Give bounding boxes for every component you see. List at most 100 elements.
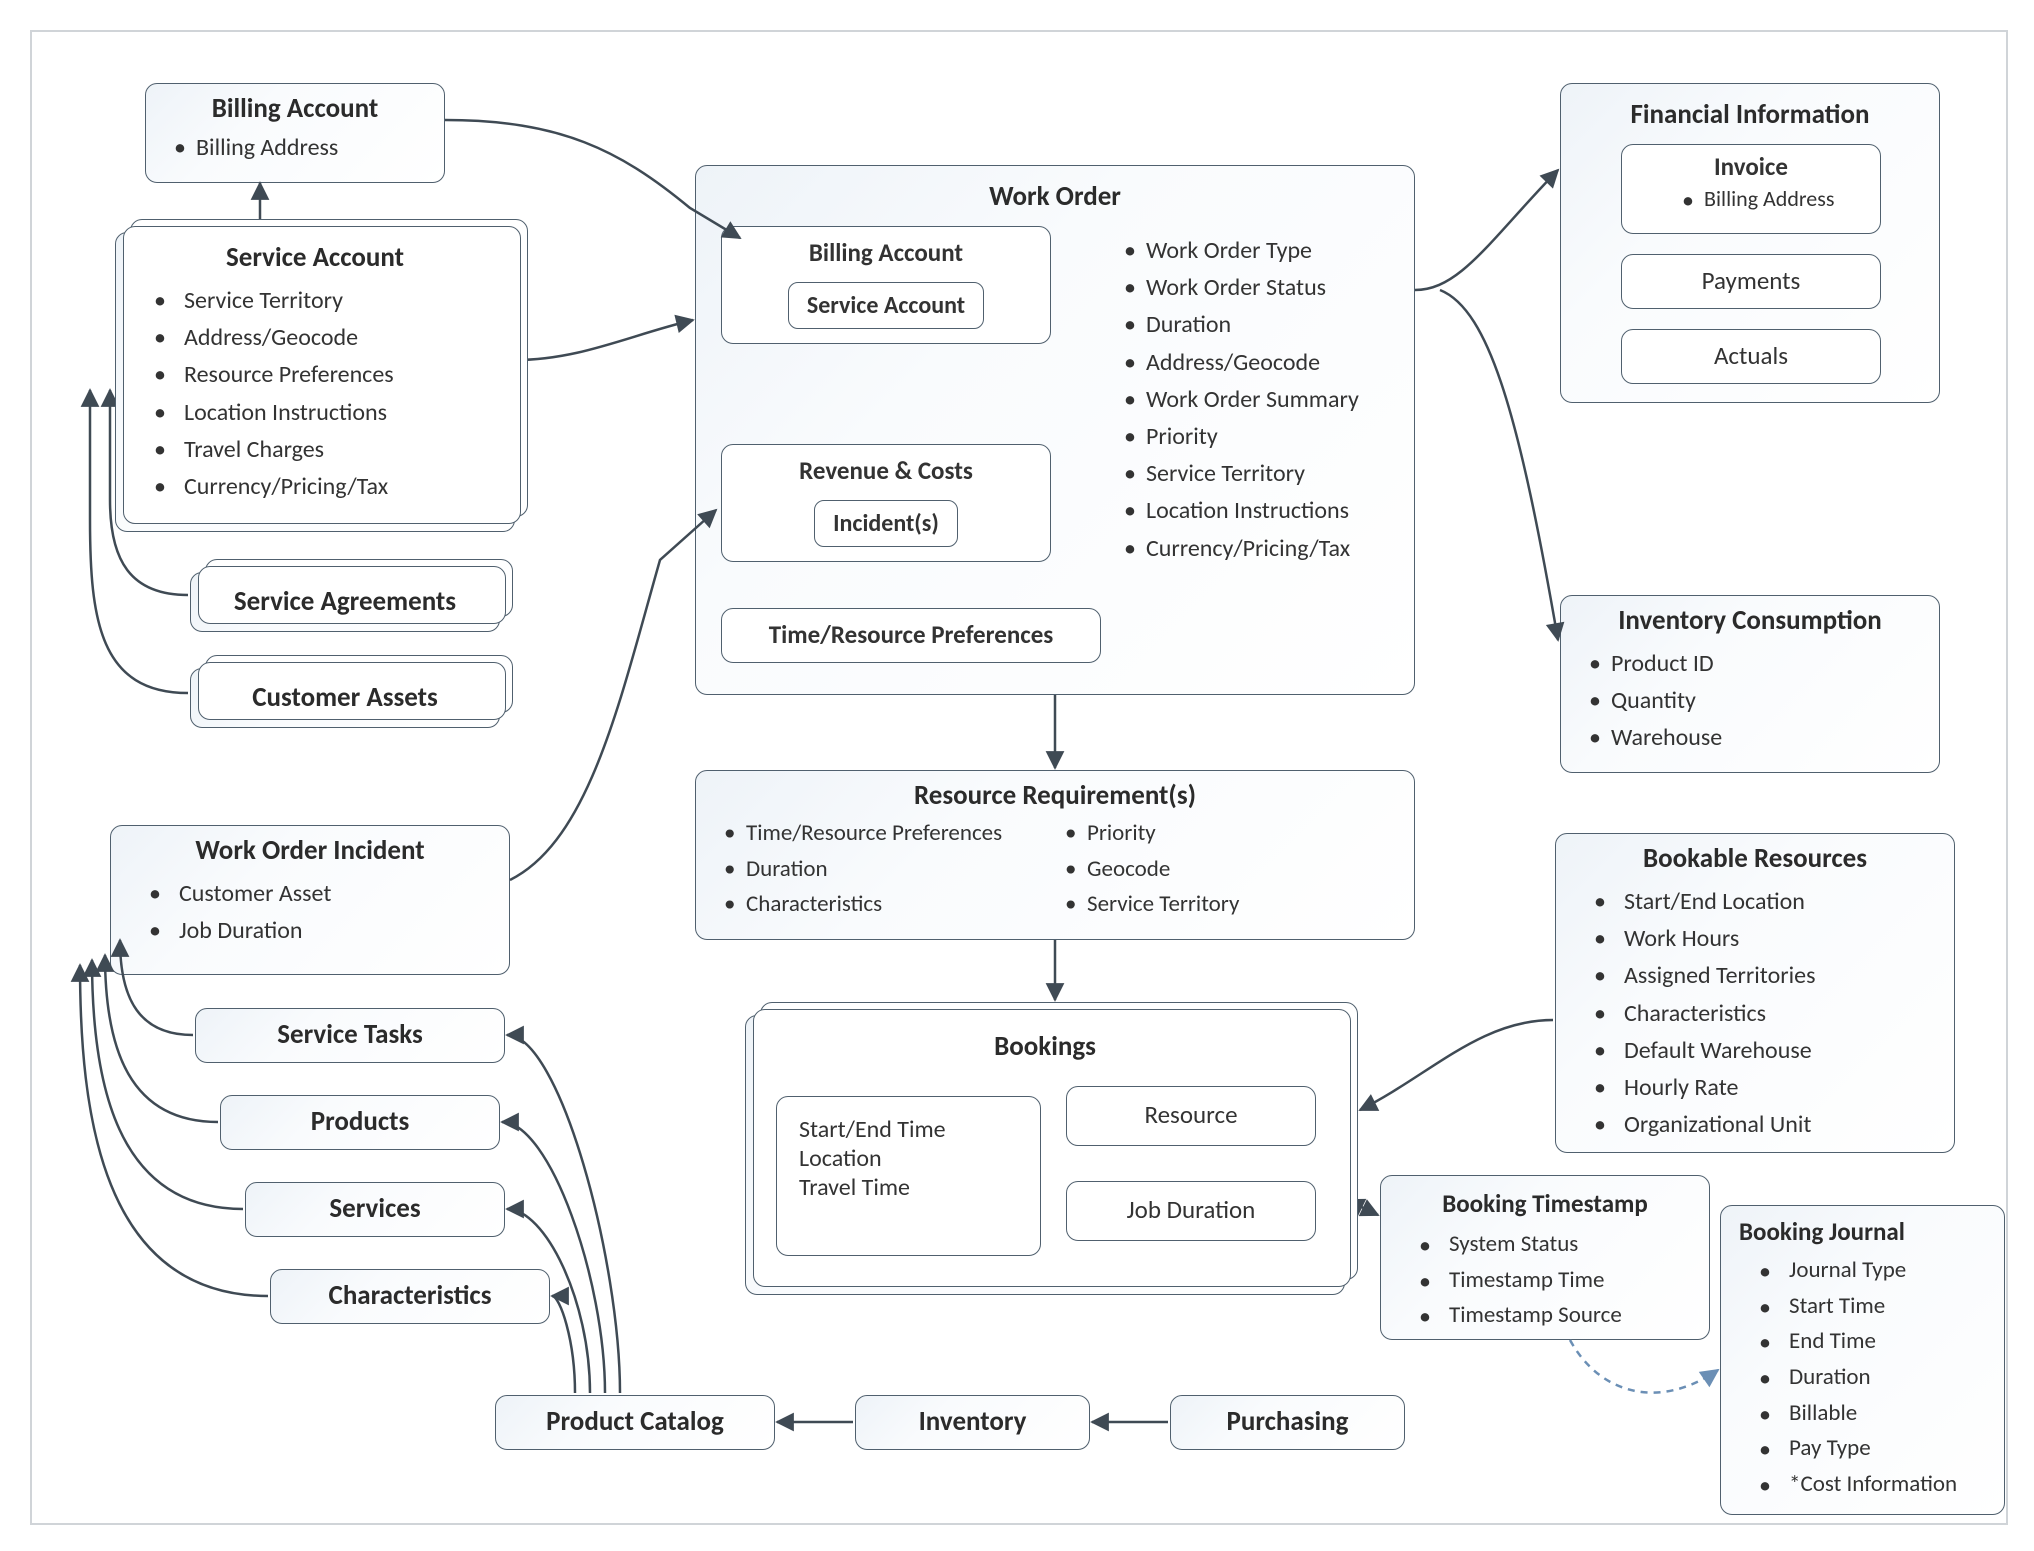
nested-incidents: Incident(s) — [814, 500, 958, 547]
sub-billing-account: Billing Account Service Account — [721, 226, 1051, 344]
title: Bookable Resources — [1556, 834, 1954, 879]
item: Assigned Territories — [1584, 957, 1936, 994]
item: Job Duration — [139, 912, 491, 949]
item: *Cost Information — [1749, 1467, 1986, 1503]
node-services: Services — [245, 1182, 505, 1237]
item: Characteristics — [1584, 995, 1936, 1032]
title: Invoice — [1622, 145, 1880, 182]
node-financial-info: Financial Information Invoice Billing Ad… — [1560, 83, 1940, 403]
items: Customer Asset Job Duration — [111, 875, 509, 949]
item: Characteristics — [724, 887, 1045, 923]
title: Booking Journal — [1721, 1206, 2004, 1249]
title: Purchasing — [1171, 1396, 1404, 1442]
node-work-order-incident: Work Order Incident Customer Asset Job D… — [110, 825, 510, 975]
item: Address/Geocode — [144, 319, 496, 356]
node-bookings: Bookings Start/End Time Location Travel … — [745, 1015, 1345, 1295]
columns: Time/Resource Preferences Duration Chara… — [696, 816, 1414, 923]
item: Start Time — [1749, 1289, 1986, 1325]
col-left: Time/Resource Preferences Duration Chara… — [724, 816, 1045, 923]
title: Services — [246, 1183, 504, 1229]
sub-resource: Resource — [1066, 1086, 1316, 1146]
item: Default Warehouse — [1584, 1032, 1936, 1069]
item: Time/Resource Preferences — [724, 816, 1045, 852]
title: Work Order — [696, 166, 1414, 217]
items: Service Territory Address/Geocode Resour… — [116, 282, 514, 505]
item: Start/End Location — [1584, 883, 1936, 920]
line: Start/End Time — [799, 1115, 1018, 1144]
title: Financial Information — [1561, 84, 1939, 135]
title: Characteristics — [271, 1270, 549, 1316]
sub-payments: Payments — [1621, 254, 1881, 309]
item: Customer Asset — [139, 875, 491, 912]
item: Resource Preferences — [144, 356, 496, 393]
items: System Status Timestamp Time Timestamp S… — [1381, 1227, 1709, 1334]
title: Work Order Incident — [111, 826, 509, 871]
title: Service Agreements — [191, 573, 499, 622]
item: Service Territory — [1124, 455, 1386, 492]
item: Product ID — [1589, 645, 1921, 682]
title: Billing Account — [146, 84, 444, 129]
items: Billing Address — [146, 129, 444, 166]
items: Journal Type Start Time End Time Duratio… — [1721, 1253, 2004, 1502]
title: Payments — [1622, 255, 1880, 306]
item: Timestamp Time — [1409, 1263, 1691, 1299]
item: Priority — [1065, 816, 1386, 852]
title: Inventory Consumption — [1561, 596, 1939, 641]
item: Currency/Pricing/Tax — [144, 468, 496, 505]
title: Inventory — [856, 1396, 1089, 1442]
item: Priority — [1124, 418, 1386, 455]
item: Work Order Summary — [1124, 381, 1386, 418]
title: Products — [221, 1096, 499, 1142]
item: Billing Address — [174, 129, 426, 166]
title: Job Duration — [1067, 1182, 1315, 1235]
title: Time/Resource Preferences — [722, 609, 1100, 660]
item: Address/Geocode — [1124, 344, 1386, 381]
line: Location — [799, 1144, 1018, 1173]
col-right: Priority Geocode Service Territory — [1065, 816, 1386, 923]
node-booking-timestamp: Booking Timestamp System Status Timestam… — [1380, 1175, 1710, 1340]
node-customer-assets: Customer Assets — [190, 668, 500, 728]
item: Pay Type — [1749, 1431, 1986, 1467]
title: Billing Account — [722, 227, 1050, 278]
sub-actuals: Actuals — [1621, 329, 1881, 384]
items: Start/End Location Work Hours Assigned T… — [1556, 883, 1954, 1143]
item: Work Hours — [1584, 920, 1936, 957]
item: Location Instructions — [1124, 492, 1386, 529]
sub-invoice: Invoice Billing Address — [1621, 144, 1881, 234]
item: Warehouse — [1589, 719, 1921, 756]
items: Billing Address — [1622, 182, 1880, 216]
item: Currency/Pricing/Tax — [1124, 530, 1386, 567]
item: System Status — [1409, 1227, 1691, 1263]
item: Organizational Unit — [1584, 1106, 1936, 1143]
sub-time-resource-pref: Time/Resource Preferences — [721, 608, 1101, 663]
title: Service Account — [116, 233, 514, 278]
node-inventory-consumption: Inventory Consumption Product ID Quantit… — [1560, 595, 1940, 773]
node-service-tasks: Service Tasks — [195, 1008, 505, 1063]
node-characteristics: Characteristics — [270, 1269, 550, 1324]
node-product-catalog: Product Catalog — [495, 1395, 775, 1450]
sub-startend: Start/End Time Location Travel Time — [776, 1096, 1041, 1256]
item: Billing Address — [1682, 182, 1862, 216]
item: Duration — [1124, 306, 1386, 343]
item: Location Instructions — [144, 394, 496, 431]
item: Travel Charges — [144, 431, 496, 468]
item: Duration — [724, 852, 1045, 888]
node-resource-requirements: Resource Requirement(s) Time/Resource Pr… — [695, 770, 1415, 940]
title: Revenue & Costs — [722, 445, 1050, 496]
node-products: Products — [220, 1095, 500, 1150]
node-bookable-resources: Bookable Resources Start/End Location Wo… — [1555, 833, 1955, 1153]
items: Product ID Quantity Warehouse — [1561, 645, 1939, 757]
title: Resource — [1067, 1087, 1315, 1140]
title: Customer Assets — [191, 669, 499, 718]
node-service-account: Service Account Service Territory Addres… — [115, 232, 515, 532]
node-service-agreements: Service Agreements — [190, 572, 500, 632]
title: Bookings — [746, 1016, 1344, 1067]
item: Quantity — [1589, 682, 1921, 719]
node-purchasing: Purchasing — [1170, 1395, 1405, 1450]
item: Geocode — [1065, 852, 1386, 888]
line: Travel Time — [799, 1173, 1018, 1202]
item: Service Territory — [1065, 887, 1386, 923]
item: End Time — [1749, 1324, 1986, 1360]
item: Work Order Status — [1124, 269, 1386, 306]
item: Journal Type — [1749, 1253, 1986, 1289]
